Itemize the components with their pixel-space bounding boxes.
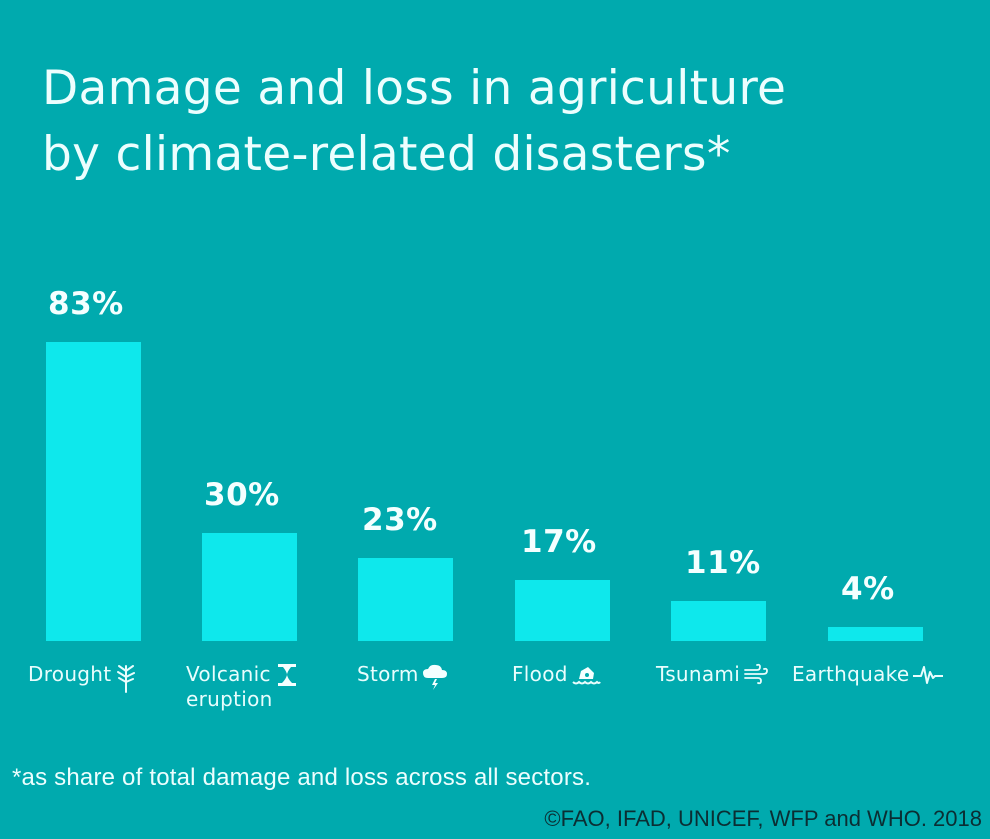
category-label-text: Drought (28, 662, 112, 686)
bar-flood (515, 580, 610, 641)
category-label-text: Volcanic (186, 662, 271, 686)
footnote: *as share of total damage and loss acros… (12, 764, 592, 791)
value-label: 83% (48, 286, 124, 322)
value-label: 4% (841, 571, 895, 607)
category-label: Volcanic eruption (186, 662, 298, 712)
storm-cloud-icon (419, 662, 448, 697)
flood-house-icon (568, 662, 601, 693)
bar-storm (358, 558, 453, 641)
bar-drought (46, 342, 141, 641)
category-label: Storm (357, 662, 448, 697)
seismograph-icon (909, 662, 944, 693)
category-label-text: Tsunami (656, 662, 741, 686)
category-label: Drought (28, 662, 138, 699)
wave-icon (740, 662, 769, 691)
value-label: 23% (362, 502, 438, 538)
category-label: Earthquake (792, 662, 944, 693)
title-line-2: by climate-related disasters* (42, 127, 731, 182)
title-line-1: Damage and loss in agriculture (42, 61, 787, 116)
category-label-text: Storm (357, 662, 419, 686)
bar-tsunami (671, 601, 766, 641)
value-label: 30% (204, 477, 280, 513)
volcano-icon (273, 662, 298, 693)
category-label-text: Earthquake (792, 662, 910, 686)
credit: ©FAO, IFAD, UNICEF, WFP and WHO. 2018 (544, 806, 982, 831)
value-label: 17% (521, 524, 597, 560)
category-label-text-line2: eruption (186, 687, 273, 711)
chart-title: Damage and loss in agriculture by climat… (42, 56, 786, 188)
value-label: 11% (685, 545, 761, 581)
bar-earthquake (828, 627, 923, 641)
bar-volcanic (202, 533, 297, 641)
tree-icon (111, 662, 138, 699)
category-label-text: Flood (512, 662, 568, 686)
category-label: Tsunami (656, 662, 769, 691)
category-label: Flood (512, 662, 601, 693)
